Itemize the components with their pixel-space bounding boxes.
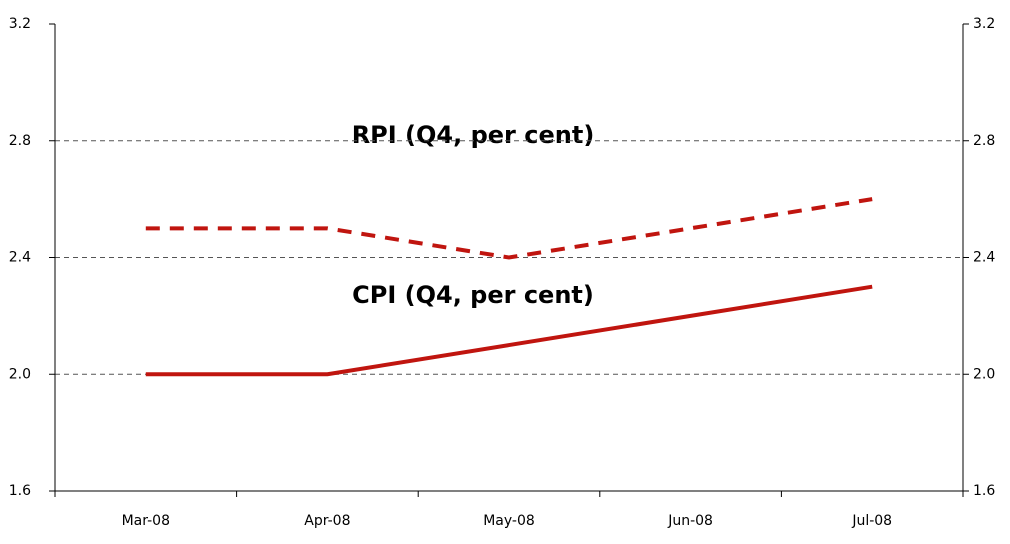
y2-tick-label: 3.2: [973, 16, 995, 32]
x-tick-label: Jul-08: [851, 513, 892, 529]
y2-tick-label: 1.6: [973, 483, 995, 499]
x-tick-label: May-08: [483, 513, 535, 529]
annotation: CPI (Q4, per cent): [352, 281, 594, 309]
annotation: RPI (Q4, per cent): [352, 121, 595, 149]
series-line: [145, 197, 873, 260]
y-tick-label: 2.8: [9, 133, 31, 149]
y-tick-label: 2.4: [9, 250, 31, 266]
y-tick-label: 2.0: [9, 366, 31, 382]
series-line: [145, 284, 873, 377]
y2-tick-label: 2.4: [973, 250, 995, 266]
x-tick-label: Jun-08: [667, 513, 713, 529]
x-tick-label: Mar-08: [122, 513, 170, 529]
y2-tick-label: 2.8: [973, 133, 995, 149]
x-tick-label: Apr-08: [304, 513, 350, 529]
y-tick-label: 1.6: [9, 483, 31, 499]
y-tick-label: 3.2: [9, 16, 31, 32]
y2-tick-label: 2.0: [973, 366, 995, 382]
